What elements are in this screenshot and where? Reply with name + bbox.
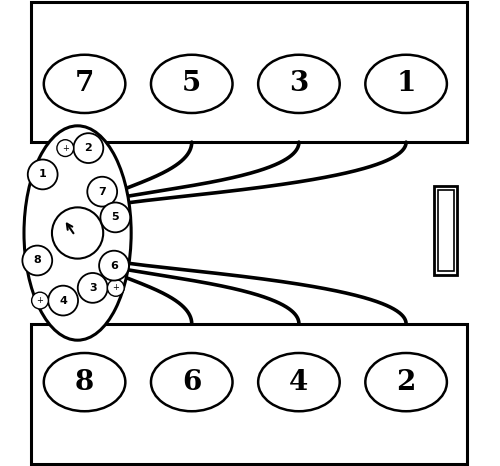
Ellipse shape [258,353,340,411]
Ellipse shape [44,55,126,113]
Bar [434,186,458,275]
Text: 2: 2 [396,369,416,396]
Bar [438,190,454,271]
Text: 1: 1 [396,70,416,97]
Circle shape [52,207,103,259]
Text: 3: 3 [89,283,96,293]
Ellipse shape [151,353,232,411]
Circle shape [100,203,130,233]
Circle shape [74,133,104,163]
Text: +: + [36,296,44,305]
Text: 4: 4 [59,295,67,306]
Circle shape [78,273,108,303]
Text: 4: 4 [290,369,308,396]
Text: 5: 5 [112,212,119,222]
Text: +: + [112,283,119,292]
Circle shape [99,251,129,281]
Ellipse shape [366,55,447,113]
Circle shape [48,286,78,315]
Text: 1: 1 [39,170,46,179]
Text: 6: 6 [182,369,202,396]
Circle shape [22,246,52,275]
Ellipse shape [151,55,232,113]
Circle shape [88,177,117,206]
Text: 8: 8 [75,369,94,396]
Bar [31,324,466,464]
Text: 6: 6 [110,260,118,271]
Text: 3: 3 [290,70,308,97]
Ellipse shape [258,55,340,113]
Circle shape [32,292,48,309]
Ellipse shape [24,126,131,340]
Text: 7: 7 [98,187,106,197]
Circle shape [57,140,74,157]
Text: 2: 2 [84,143,92,153]
Ellipse shape [366,353,447,411]
Bar [31,2,466,142]
Text: 5: 5 [182,70,202,97]
Ellipse shape [44,353,126,411]
Text: +: + [62,144,68,152]
Circle shape [28,159,58,189]
Text: 7: 7 [75,70,94,97]
Text: 8: 8 [34,255,41,266]
Circle shape [108,280,124,296]
